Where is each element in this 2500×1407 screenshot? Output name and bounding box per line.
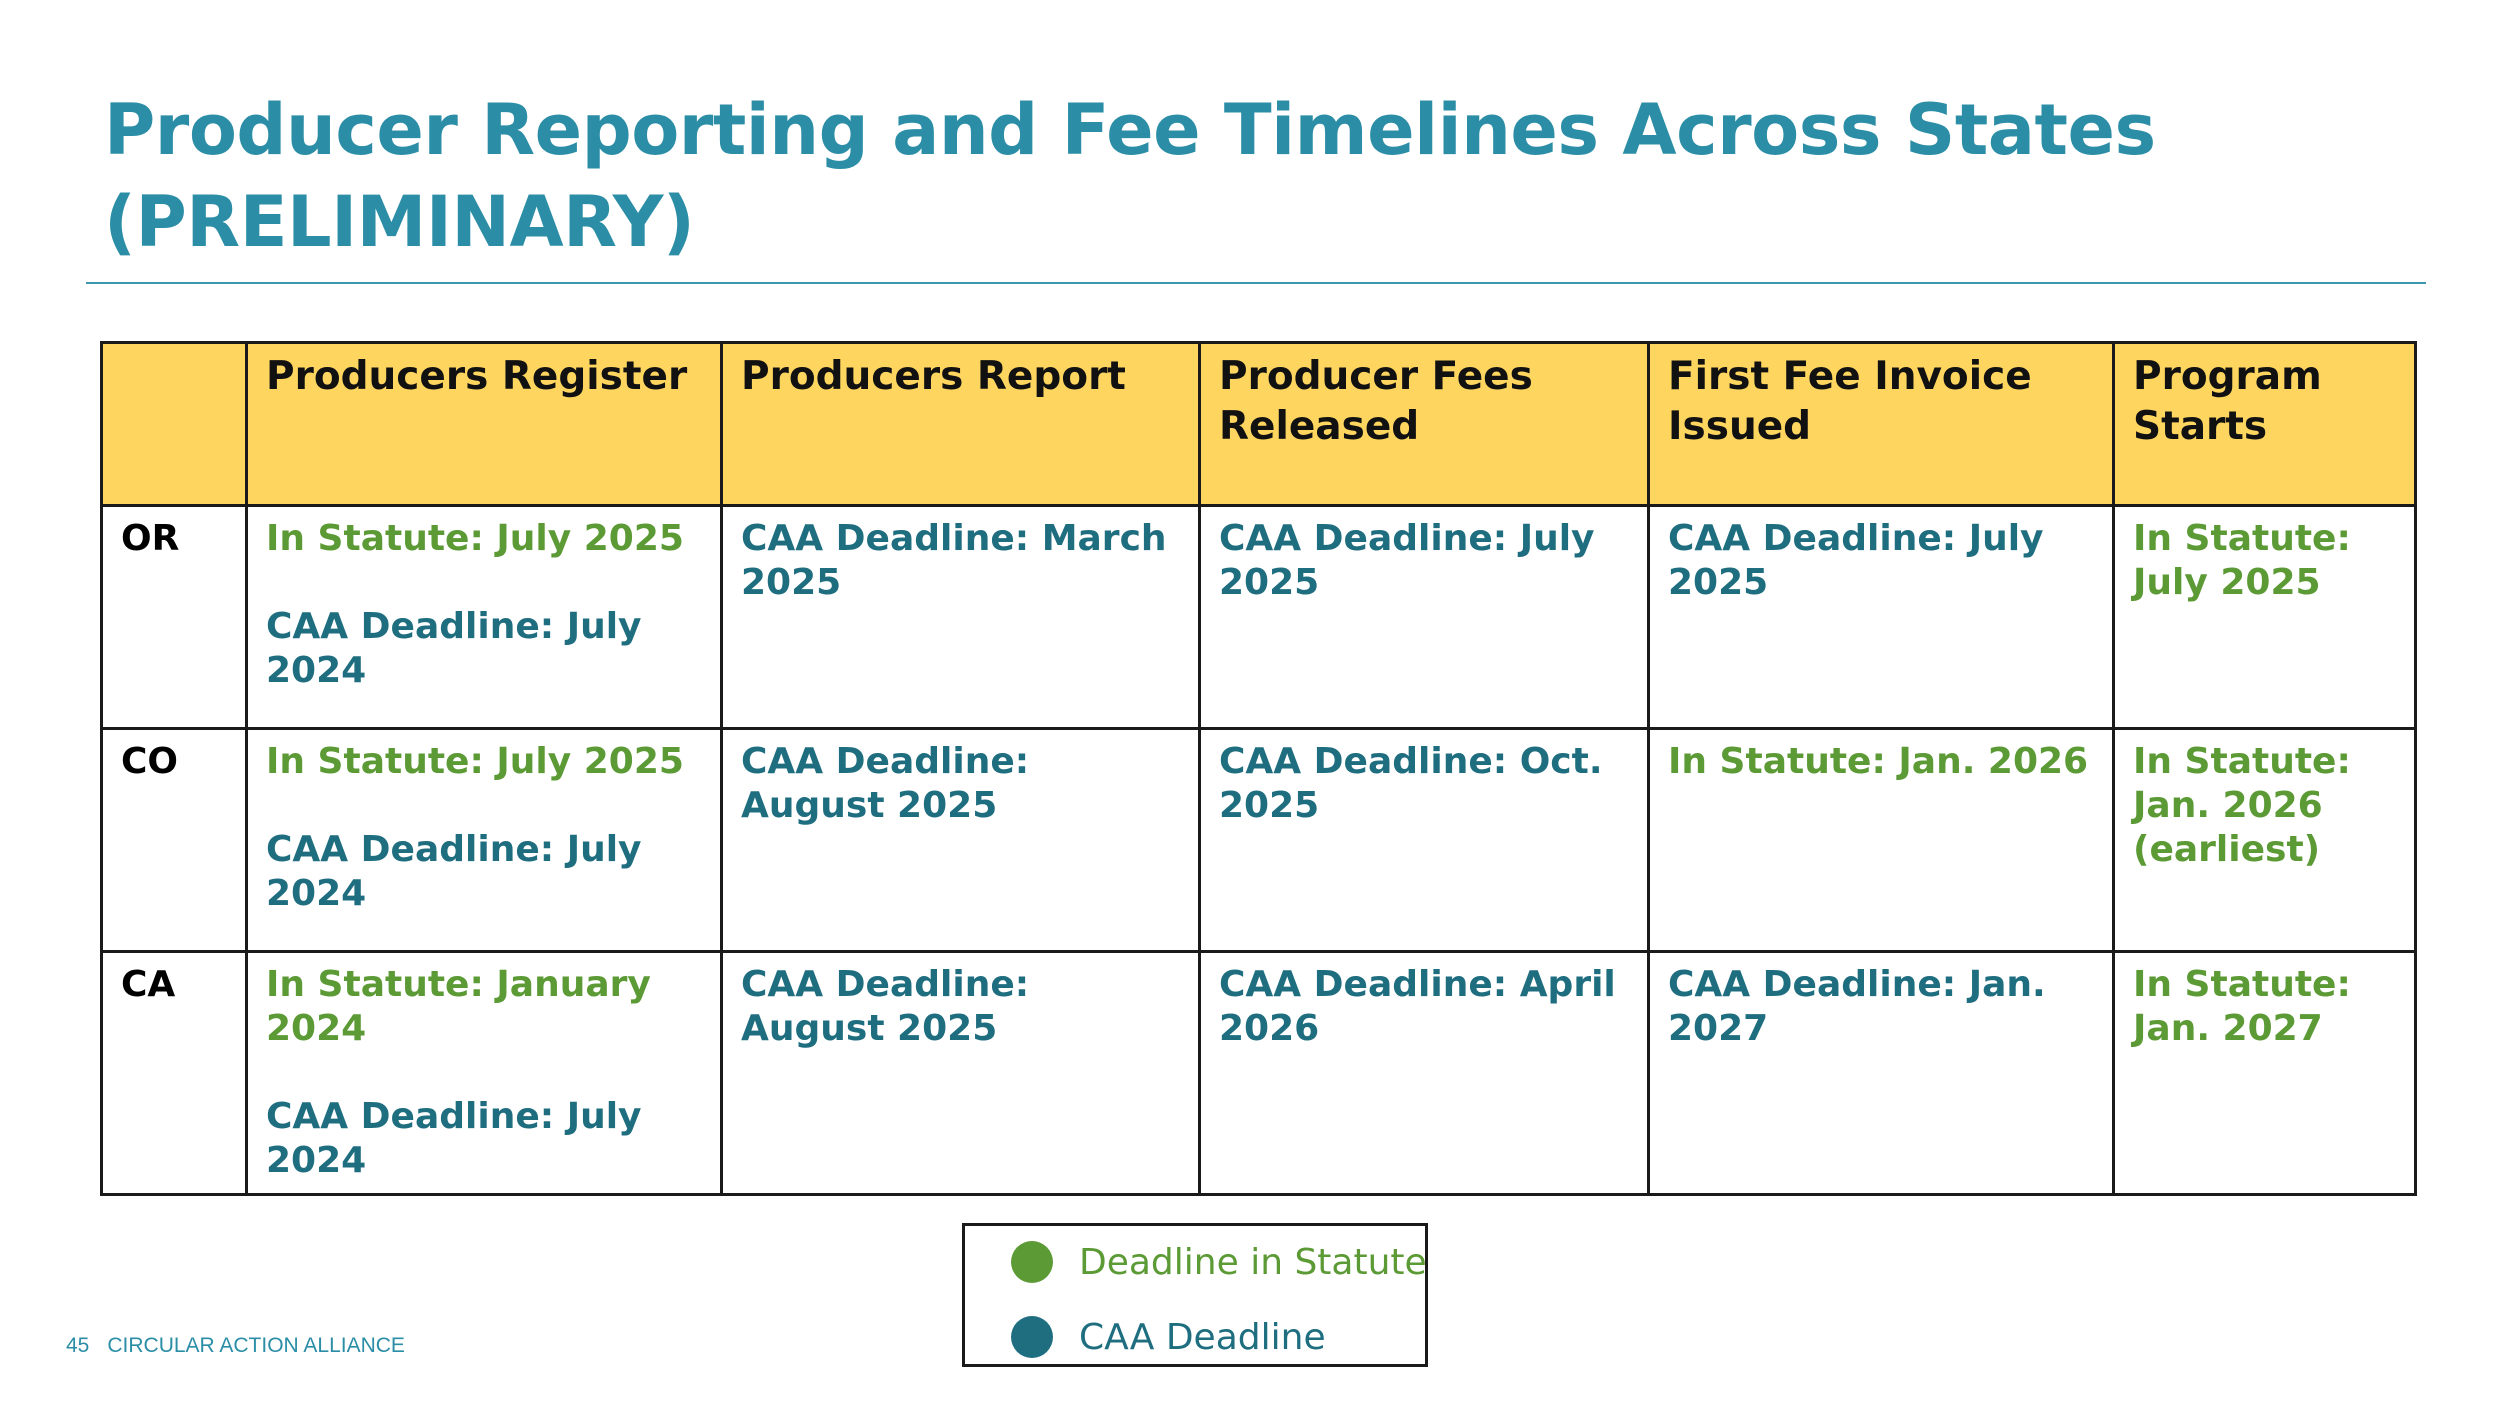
report-cell: CAA Deadline: August 2025: [720, 727, 1201, 953]
starts-cell: In Statute: Jan. 2027: [2112, 950, 2417, 1196]
teal-circle-icon: [1011, 1316, 1053, 1358]
header-first-fee-invoice: First Fee Invoice Issued: [1647, 341, 2115, 507]
fees-cell: CAA Deadline: July 2025: [1198, 504, 1650, 730]
page-title-line-1: Producer Reporting and Fee Timelines Acr…: [104, 89, 2156, 171]
statute-text: In Statute: January 2024: [266, 964, 651, 1049]
state-cell: CA: [100, 950, 248, 1196]
organization-name: CIRCULAR ACTION ALLIANCE: [107, 1334, 405, 1357]
caa-text: CAA Deadline: July 2024: [266, 829, 642, 914]
invoice-cell: CAA Deadline: July 2025: [1647, 504, 2115, 730]
caa-text: CAA Deadline: July 2024: [266, 606, 642, 691]
header-producer-fees-released: Producer Fees Released: [1198, 341, 1650, 507]
legend-item-statute: Deadline in Statute: [1011, 1240, 1427, 1284]
report-cell: CAA Deadline: March 2025: [720, 504, 1201, 730]
page-title: Producer Reporting and Fee Timelines Acr…: [104, 84, 2404, 268]
fees-cell: CAA Deadline: Oct. 2025: [1198, 727, 1650, 953]
green-circle-icon: [1011, 1241, 1053, 1283]
report-cell: CAA Deadline: August 2025: [720, 950, 1201, 1196]
register-cell: In Statute: January 2024 CAA Deadline: J…: [245, 950, 723, 1196]
legend: Deadline in Statute CAA Deadline: [962, 1223, 1428, 1367]
table-header-row: Producers Register Producers Report Prod…: [100, 341, 2417, 507]
state-cell: CO: [100, 727, 248, 953]
table-row-or: OR In Statute: July 2025 CAA Deadline: J…: [100, 504, 2417, 730]
legend-item-caa: CAA Deadline: [1011, 1315, 1326, 1359]
invoice-cell: In Statute: Jan. 2026: [1647, 727, 2115, 953]
state-cell: OR: [100, 504, 248, 730]
statute-text: In Statute: July 2025: [266, 741, 684, 782]
page-number: 45: [66, 1334, 90, 1357]
starts-cell: In Statute: Jan. 2026 (earliest): [2112, 727, 2417, 953]
header-cell-state: [100, 341, 248, 507]
header-producers-register: Producers Register: [245, 341, 723, 507]
legend-label-statute: Deadline in Statute: [1079, 1241, 1427, 1283]
fees-cell: CAA Deadline: April 2026: [1198, 950, 1650, 1196]
legend-label-caa: CAA Deadline: [1079, 1316, 1326, 1358]
caa-text: CAA Deadline: July 2024: [266, 1096, 642, 1181]
statute-text: In Statute: July 2025: [266, 518, 684, 559]
page-title-line-2: (PRELIMINARY): [104, 181, 695, 263]
timeline-table: Producers Register Producers Report Prod…: [100, 341, 2417, 1196]
footer: 45 CIRCULAR ACTION ALLIANCE: [66, 1334, 423, 1358]
header-producers-report: Producers Report: [720, 341, 1201, 507]
header-program-starts: Program Starts: [2112, 341, 2417, 507]
register-cell: In Statute: July 2025 CAA Deadline: July…: [245, 727, 723, 953]
title-divider: [86, 282, 2426, 284]
register-cell: In Statute: July 2025 CAA Deadline: July…: [245, 504, 723, 730]
table-row-ca: CA In Statute: January 2024 CAA Deadline…: [100, 950, 2417, 1196]
invoice-cell: CAA Deadline: Jan. 2027: [1647, 950, 2115, 1196]
starts-cell: In Statute: July 2025: [2112, 504, 2417, 730]
table-row-co: CO In Statute: July 2025 CAA Deadline: J…: [100, 727, 2417, 953]
